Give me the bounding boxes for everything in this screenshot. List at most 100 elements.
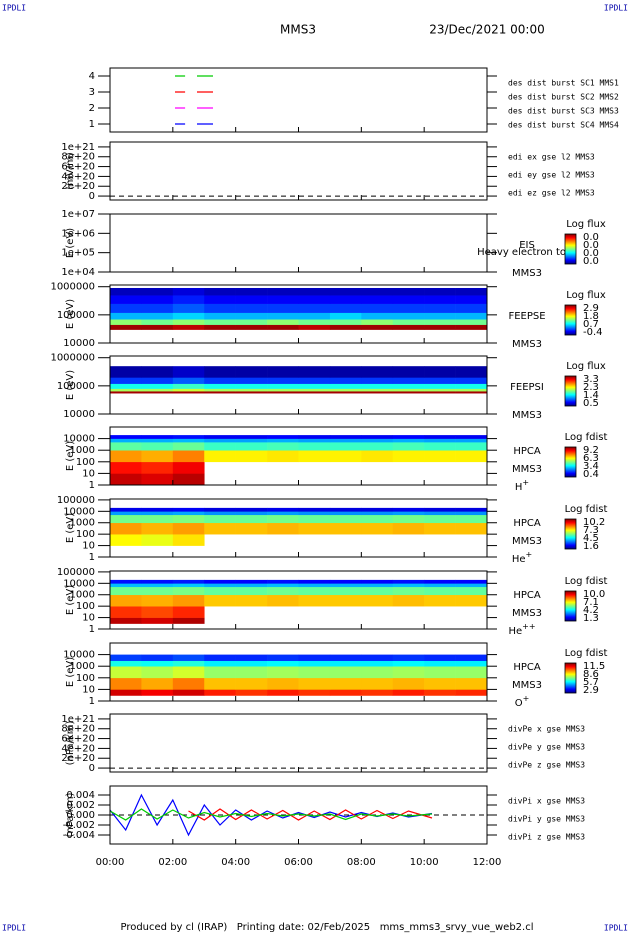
heatmap-cell [455,312,488,320]
heatmap-cell [424,450,456,463]
y-tick-label: 1000 [70,590,95,601]
heatmap-cell [329,583,362,588]
y-axis-label: E (eV) [65,370,76,400]
y-tick-label: 8e+20 [61,152,95,163]
heatmap-cell [329,324,362,330]
y-tick-label: 100000 [57,495,95,506]
colorbar-title: Log fdist [565,432,608,443]
heatmap-cell [235,388,268,392]
heatmap-cell [110,507,142,512]
species-charge: ++ [522,622,535,631]
y-tick-label: 10 [82,684,95,695]
x-tick-label: 10:00 [410,857,439,868]
heatmap-cell [329,586,362,596]
y-tick-label: 10 [82,541,95,552]
heatmap-cell [267,435,299,439]
heatmap-cell [172,450,205,463]
heatmap-cell [141,303,174,313]
heatmap-cell [392,435,425,439]
heatmap-cell [298,666,331,679]
heatmap-cell [424,377,456,384]
heatmap-cell [392,507,425,512]
heatmap-cell [298,319,331,325]
heatmap-cell [392,511,425,516]
heatmap-cell [298,507,331,512]
colorbar [564,446,577,478]
heatmap-cell [141,377,174,384]
heatmap-cell [267,514,299,524]
heatmap-cell [424,287,456,296]
heatmap-cell [172,303,205,313]
heatmap-cell [329,435,362,439]
colorbar-tick-label: 0.5 [583,398,599,409]
heatmap-cell [392,303,425,313]
colorbar-tick-label: 10.0 [583,589,605,600]
heatmap-cell [235,391,268,394]
colorbar-tick-label: 7.3 [583,525,599,536]
heatmap-cell [172,312,205,320]
heatmap-cell [424,654,456,661]
y-axis-label: (nPa/km) [65,721,76,766]
heatmap-cell [298,388,331,392]
heatmap-cell [392,666,425,679]
spacecraft-label: MMS3 [512,680,542,691]
heatmap-cell [298,594,331,607]
heatmap-cell [235,507,268,512]
panel-frame [109,213,488,273]
heatmap-cell [141,583,174,588]
heatmap-cell [267,586,299,596]
colorbar [564,662,577,694]
y-tick-label: 0 [89,191,95,202]
instrument-label: HPCA [513,662,541,673]
species-base: He [512,554,526,565]
species-base: O [515,698,523,709]
heatmap-cell [392,689,425,696]
heatmap-cell [455,594,488,607]
heatmap-cell [141,461,174,474]
species-charge: + [525,550,532,559]
colorbar-tick-label: 10.2 [583,517,605,528]
y-tick-label: 1e+04 [61,267,95,278]
heatmap-cell [361,377,394,384]
y-tick-label: 100000 [57,310,95,321]
heatmap-cell [267,522,299,535]
heatmap-cell [141,660,174,667]
spacecraft-label: MMS3 [512,268,542,279]
heatmap-cell [267,666,299,679]
heatmap-cell [455,660,488,667]
heatmap-cell [110,324,142,330]
heatmap-cell [235,579,268,584]
spacecraft-label: MMS3 [512,339,542,350]
heatmap-cell [204,522,236,535]
heatmap-cell [267,383,299,389]
heatmap-cell [235,660,268,667]
heatmap-cell [141,438,174,443]
x-tick-label: 08:00 [347,857,376,868]
legend-entry: edi ey gse l2 MMS3 [508,171,595,180]
heatmap-cell [110,388,142,392]
heatmap-cell [424,586,456,596]
heatmap-cell [424,666,456,679]
colorbar [564,375,577,407]
heatmap-cell [329,388,362,392]
heatmap-cell [424,442,456,451]
colorbar-tick-label: 4.5 [583,533,599,544]
colorbar-tick-label: 0.4 [583,469,599,480]
heatmap-cell [298,295,331,304]
heatmap-cell [204,377,236,384]
heatmap-cell [110,534,142,546]
heatmap-cell [141,594,174,607]
heatmap-cell [298,377,331,384]
heatmap-cell [110,666,142,679]
heatmap-cell [267,295,299,304]
heatmap-cell [298,514,331,524]
heatmap-cell [172,383,205,389]
heatmap-cell [110,606,142,618]
colorbar-tick-label: 6.3 [583,453,599,464]
heatmap-cell [329,377,362,384]
heatmap-cell [361,594,394,607]
heatmap-cell [235,303,268,313]
heatmap-cell [329,442,362,451]
heatmap-cell [204,438,236,443]
